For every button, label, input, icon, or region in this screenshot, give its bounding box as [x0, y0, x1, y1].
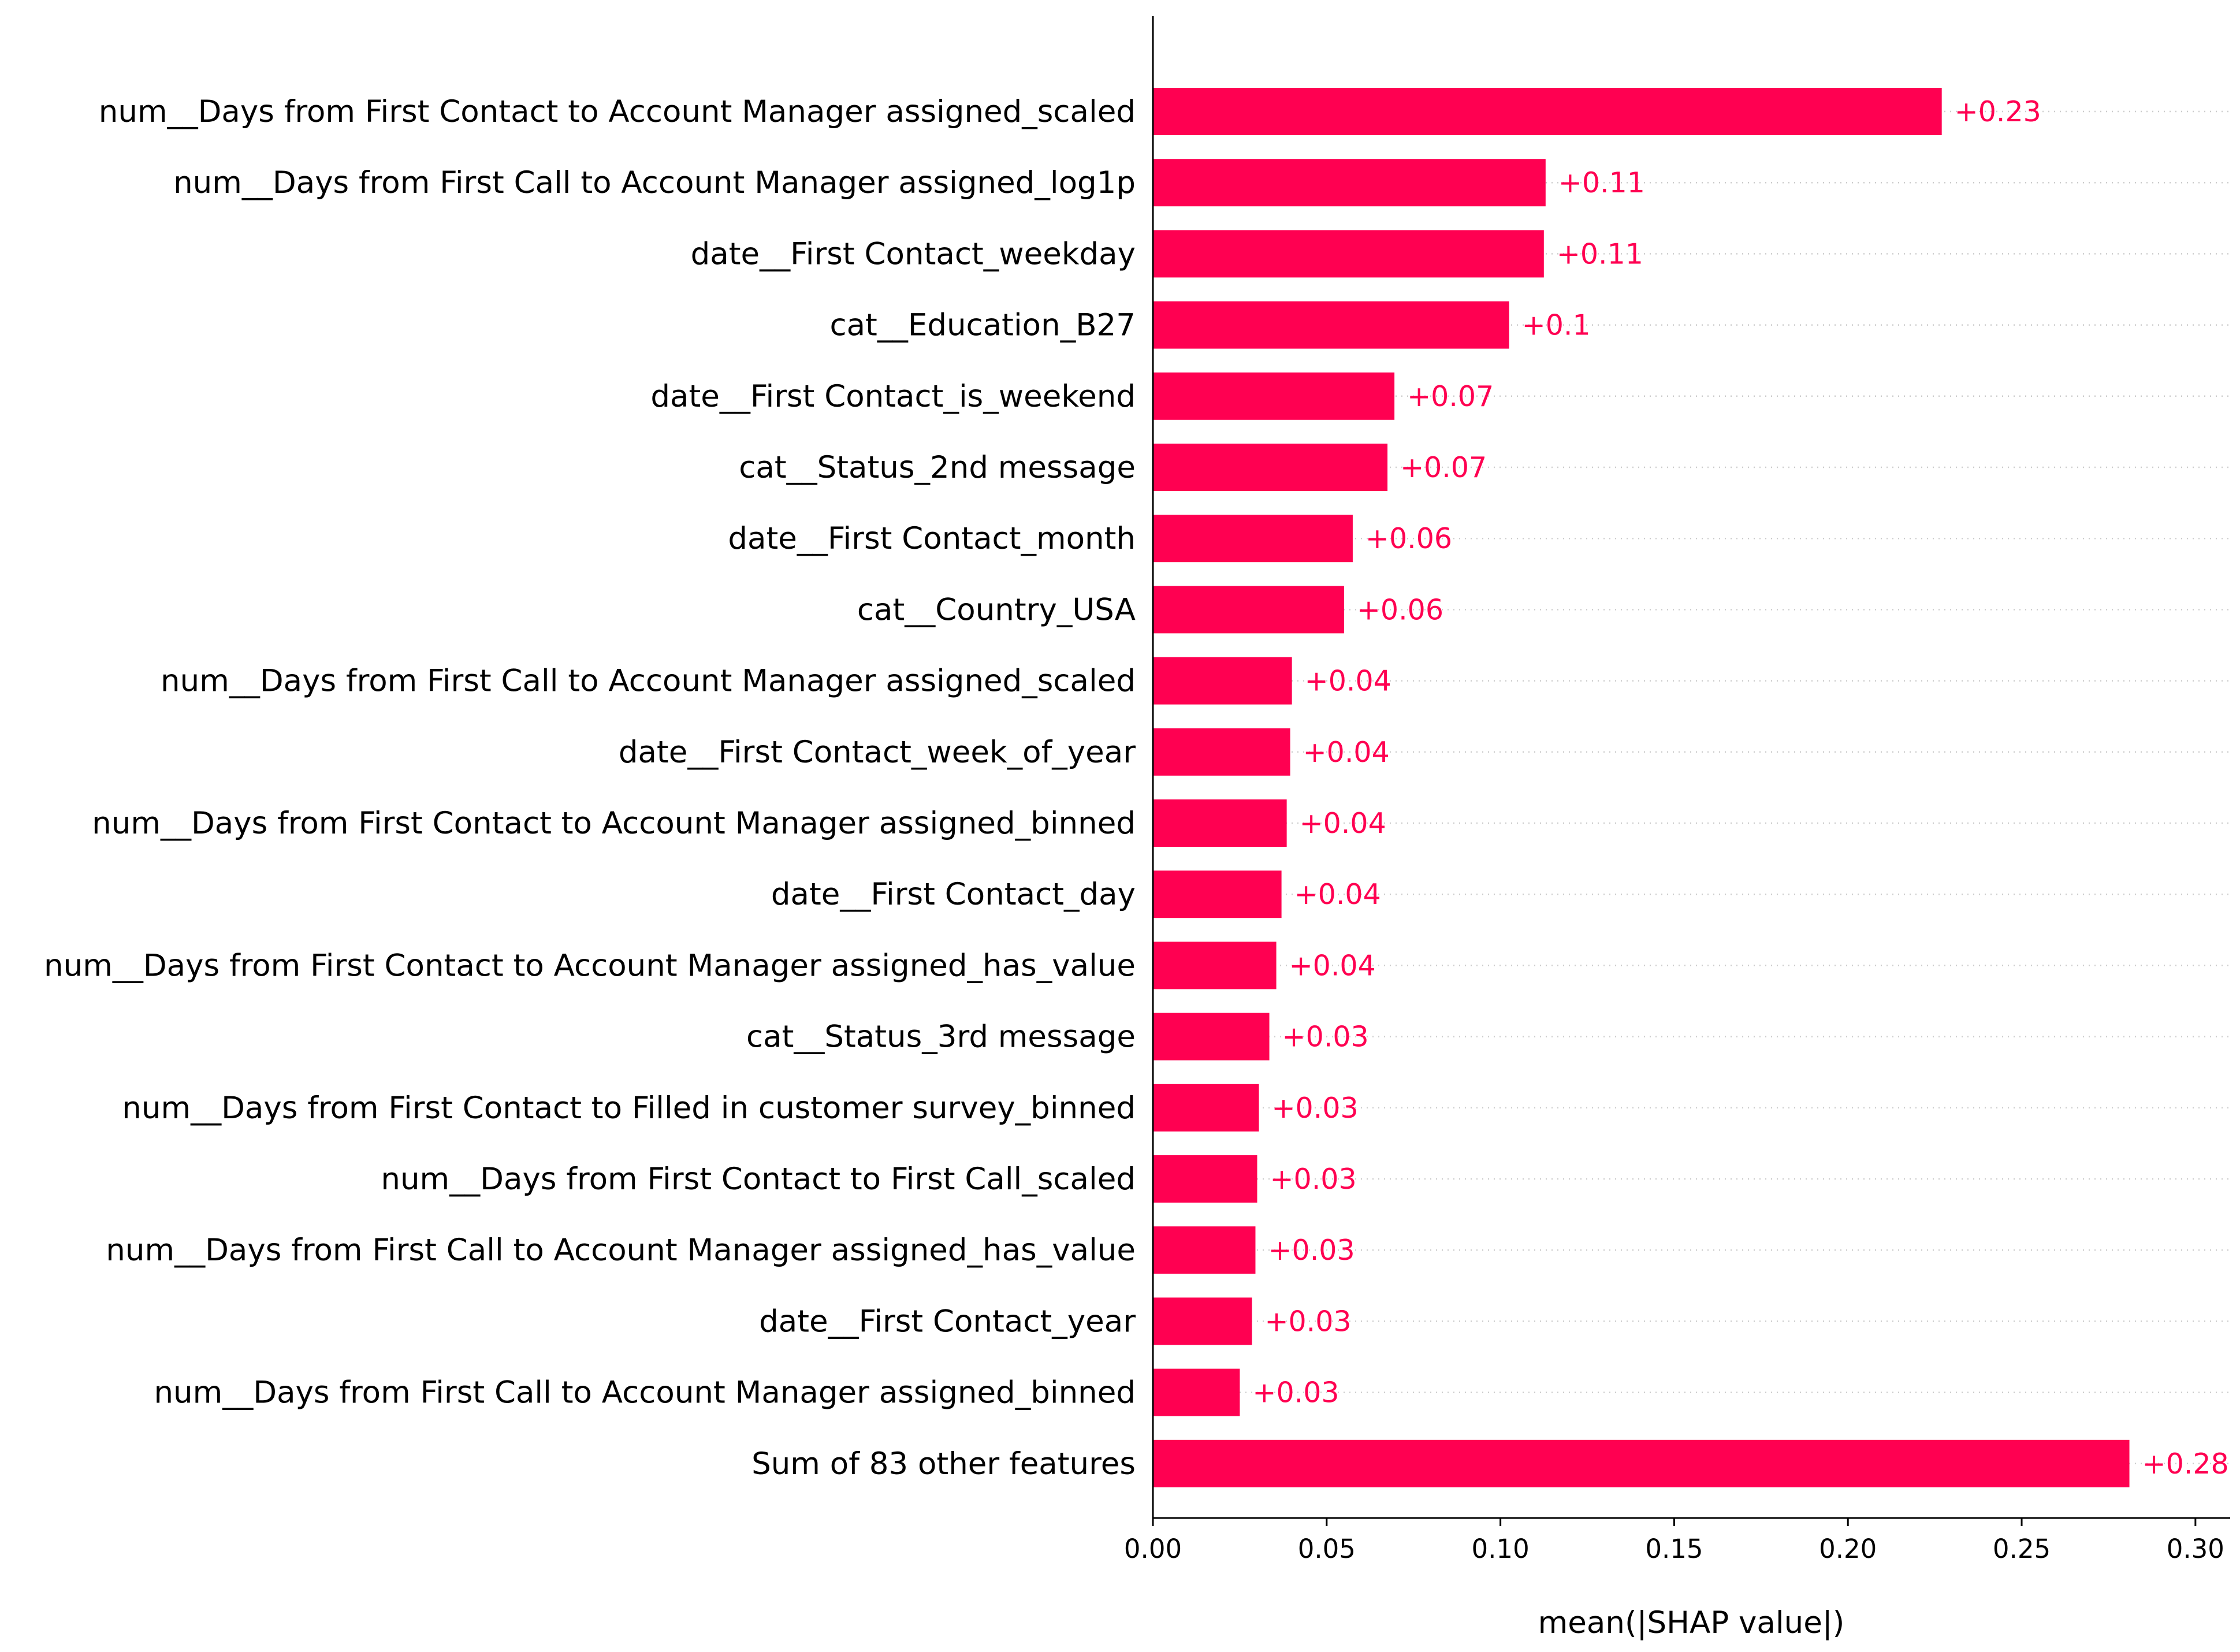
feature-label: num__Days from First Call to Account Man…: [154, 1375, 1136, 1411]
feature-label: cat__Education_B27: [829, 308, 1136, 343]
feature-label: date__First Contact_month: [728, 521, 1136, 556]
feature-label: cat__Country_USA: [857, 592, 1136, 627]
feature-labels: num__Days from First Contact to Account …: [44, 94, 1136, 1482]
value-label: +0.03: [1264, 1305, 1351, 1338]
value-label: +0.03: [1252, 1376, 1339, 1409]
value-label: +0.03: [1271, 1092, 1358, 1125]
feature-label: num__Days from First Contact to First Ca…: [381, 1162, 1136, 1197]
axes: 0.00 0.05 0.10 0.15 0.20 0.25 0.30 mean(|SHAP …: [1124, 16, 2230, 1640]
bar: [1153, 657, 1292, 705]
value-label: +0.1: [1522, 309, 1591, 342]
value-label: +0.03: [1268, 1234, 1355, 1267]
value-label: +0.04: [1303, 736, 1390, 769]
feature-label: Sum of 83 other features: [751, 1446, 1136, 1482]
bar: [1153, 159, 1546, 207]
feature-label: num__Days from First Call to Account Man…: [161, 664, 1136, 699]
bar: [1153, 1155, 1257, 1203]
bar: [1153, 799, 1287, 847]
value-labels: +0.23 +0.11 +0.11 +0.1 +0.07 +0.07 +0.06 +0.06 +…: [1252, 95, 2228, 1480]
bar: [1153, 1084, 1259, 1132]
feature-label: num__Days from First Contact to Account …: [99, 94, 1136, 129]
x-axis-title: mean(|SHAP value|): [1538, 1605, 1845, 1640]
value-label: +0.07: [1407, 380, 1494, 413]
bar: [1153, 88, 1942, 135]
bar: [1153, 1368, 1240, 1416]
feature-label: date__First Contact_weekday: [691, 236, 1136, 271]
bar: [1153, 301, 1509, 349]
bar: [1153, 1013, 1270, 1061]
bar: [1153, 230, 1544, 278]
bar: [1153, 728, 1290, 776]
x-tick-label: 0.20: [1819, 1534, 1877, 1564]
value-label: +0.04: [1289, 949, 1376, 982]
value-label: +0.23: [1955, 95, 2041, 128]
feature-label: date__First Contact_day: [771, 877, 1136, 912]
bar: [1153, 1226, 1256, 1274]
bar: [1153, 372, 1395, 420]
feature-label: date__First Contact_year: [759, 1304, 1136, 1339]
feature-label: num__Days from First Contact to Filled i…: [122, 1091, 1136, 1126]
value-label: +0.11: [1558, 166, 1645, 199]
bar: [1153, 870, 1282, 918]
x-tick-label: 0.00: [1124, 1534, 1182, 1564]
x-tick-label: 0.05: [1298, 1534, 1356, 1564]
feature-label: date__First Contact_week_of_year: [619, 735, 1136, 770]
x-tick-label: 0.15: [1645, 1534, 1703, 1564]
value-label: +0.11: [1557, 237, 1643, 270]
feature-label: num__Days from First Contact to Account …: [92, 806, 1136, 841]
bar: [1153, 942, 1277, 989]
bar: [1153, 1439, 2130, 1487]
bar: [1153, 515, 1353, 563]
value-label: +0.06: [1357, 593, 1443, 626]
value-label: +0.04: [1300, 807, 1386, 840]
feature-label: cat__Status_2nd message: [739, 450, 1136, 485]
value-label: +0.04: [1294, 878, 1381, 911]
x-tick-label: 0.30: [2167, 1534, 2224, 1564]
value-label: +0.28: [2142, 1448, 2229, 1480]
feature-label: num__Days from First Contact to Account …: [44, 948, 1136, 983]
value-label: +0.04: [1305, 665, 1391, 698]
feature-label: date__First Contact_is_weekend: [650, 379, 1136, 414]
bar: [1153, 586, 1344, 634]
value-label: +0.03: [1282, 1021, 1369, 1054]
value-label: +0.06: [1365, 522, 1452, 555]
feature-label: num__Days from First Call to Account Man…: [173, 165, 1136, 200]
bar: [1153, 444, 1388, 491]
feature-label: cat__Status_3rd message: [746, 1020, 1136, 1055]
bar: [1153, 1297, 1252, 1345]
x-tick-label: 0.10: [1472, 1534, 1530, 1564]
x-ticks: 0.00 0.05 0.10 0.15 0.20 0.25 0.30: [1124, 1518, 2224, 1564]
value-label: +0.03: [1270, 1163, 1356, 1196]
x-tick-label: 0.25: [1993, 1534, 2051, 1564]
bars: [1153, 88, 2130, 1487]
value-label: +0.07: [1400, 451, 1487, 484]
feature-label: num__Days from First Call to Account Man…: [106, 1233, 1136, 1268]
